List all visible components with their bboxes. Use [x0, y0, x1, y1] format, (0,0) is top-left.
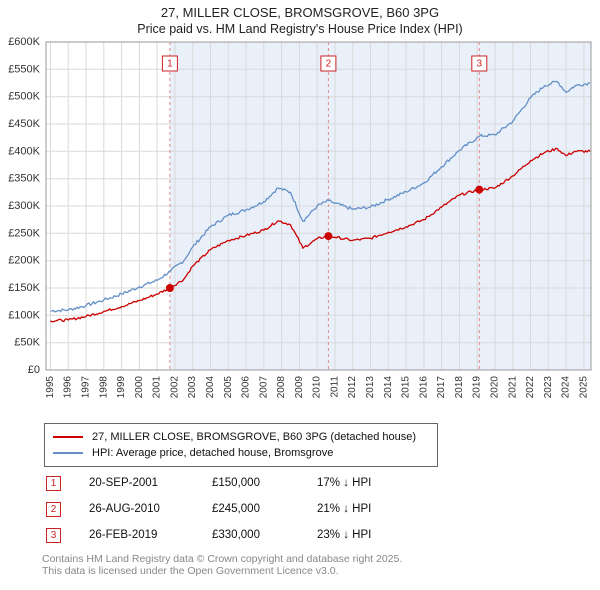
svg-text:2022: 2022 [525, 376, 536, 399]
transaction-price: £245,000 [212, 503, 260, 515]
svg-text:2006: 2006 [241, 376, 252, 399]
svg-text:2007: 2007 [258, 376, 269, 399]
svg-text:£500K: £500K [8, 91, 40, 103]
svg-text:£200K: £200K [8, 255, 40, 267]
svg-text:2008: 2008 [276, 376, 287, 399]
red-line-swatch [53, 436, 83, 438]
svg-text:2003: 2003 [187, 376, 198, 399]
svg-text:2009: 2009 [294, 376, 305, 399]
svg-text:2018: 2018 [454, 376, 465, 399]
license-footer: Contains HM Land Registry data © Crown c… [42, 553, 402, 577]
svg-text:£150K: £150K [8, 282, 40, 294]
transaction-hpi-delta: 17% ↓ HPI [317, 477, 372, 489]
svg-text:2000: 2000 [134, 376, 145, 399]
svg-text:2011: 2011 [329, 376, 340, 398]
svg-text:1999: 1999 [116, 376, 127, 399]
svg-text:£0: £0 [28, 364, 40, 376]
footer-line-1: Contains HM Land Registry data © Crown c… [42, 553, 403, 565]
transaction-price: £330,000 [212, 529, 260, 541]
legend-row-property: 27, MILLER CLOSE, BROMSGROVE, B60 3PG (d… [53, 429, 429, 445]
svg-text:2024: 2024 [561, 376, 572, 399]
svg-text:1995: 1995 [45, 376, 56, 399]
svg-text:3: 3 [477, 59, 483, 70]
transaction-date: 20-SEP-2001 [89, 477, 159, 489]
svg-text:£350K: £350K [8, 173, 40, 185]
transaction-date: 26-FEB-2019 [89, 529, 158, 541]
price-chart: £0 £50K £100K £150K £200K £250K £300K £350K £400… [8, 36, 592, 399]
legend-label-property: 27, MILLER CLOSE, BROMSGROVE, B60 3PG (d… [92, 431, 417, 443]
svg-text:£300K: £300K [8, 200, 40, 212]
page-title: 27, MILLER CLOSE, BROMSGROVE, B60 3PG [160, 5, 440, 20]
svg-text:2020: 2020 [490, 376, 501, 399]
svg-text:2012: 2012 [347, 376, 358, 399]
svg-text:2005: 2005 [223, 376, 234, 399]
page-subtitle: Price paid vs. HM Land Registry's House … [137, 22, 463, 36]
svg-text:1997: 1997 [81, 376, 92, 399]
svg-text:2017: 2017 [436, 376, 447, 399]
svg-text:2001: 2001 [152, 376, 163, 399]
transaction-number-badge: 2 [46, 501, 61, 517]
svg-text:2025: 2025 [578, 376, 589, 399]
svg-text:2023: 2023 [543, 376, 554, 399]
svg-text:£550K: £550K [8, 63, 40, 75]
transaction-date: 26-AUG-2010 [89, 503, 160, 515]
svg-text:2013: 2013 [365, 376, 376, 399]
blue-line-swatch [53, 452, 83, 454]
svg-text:2010: 2010 [312, 376, 323, 399]
transaction-hpi-delta: 21% ↓ HPI [317, 503, 372, 515]
transaction-row-1: 1 20-SEP-2001 £150,000 17% ↓ HPI [0, 470, 600, 496]
transactions-table: 1 20-SEP-2001 £150,000 17% ↓ HPI 2 26-AU… [0, 470, 600, 548]
svg-text:1: 1 [167, 59, 173, 70]
transaction-number-badge: 1 [46, 475, 61, 491]
transaction-hpi-delta: 23% ↓ HPI [317, 529, 372, 541]
legend-label-hpi: HPI: Average price, detached house, Brom… [92, 447, 334, 459]
svg-text:2016: 2016 [418, 376, 429, 399]
svg-text:2014: 2014 [383, 376, 394, 399]
svg-text:£100K: £100K [8, 309, 40, 321]
svg-text:£250K: £250K [8, 227, 40, 239]
transaction-price: £150,000 [212, 477, 260, 489]
svg-text:2021: 2021 [507, 376, 518, 399]
footer-line-2: This data is licensed under the Open Gov… [42, 565, 339, 577]
svg-text:£50K: £50K [14, 337, 40, 349]
svg-text:£600K: £600K [8, 36, 40, 48]
transaction-number-badge: 3 [46, 527, 61, 543]
transaction-row-3: 3 26-FEB-2019 £330,000 23% ↓ HPI [0, 522, 600, 548]
svg-text:2004: 2004 [205, 376, 216, 399]
svg-text:2019: 2019 [472, 376, 483, 399]
transaction-row-2: 2 26-AUG-2010 £245,000 21% ↓ HPI [0, 496, 600, 522]
svg-text:2002: 2002 [169, 376, 180, 399]
svg-text:2015: 2015 [401, 376, 412, 399]
legend-row-hpi: HPI: Average price, detached house, Brom… [53, 445, 429, 461]
svg-text:1998: 1998 [98, 376, 109, 399]
svg-text:£450K: £450K [8, 118, 40, 130]
chart-legend: 27, MILLER CLOSE, BROMSGROVE, B60 3PG (d… [44, 423, 438, 467]
svg-text:2: 2 [326, 59, 332, 70]
svg-text:1996: 1996 [63, 376, 74, 399]
svg-text:£400K: £400K [8, 145, 40, 157]
